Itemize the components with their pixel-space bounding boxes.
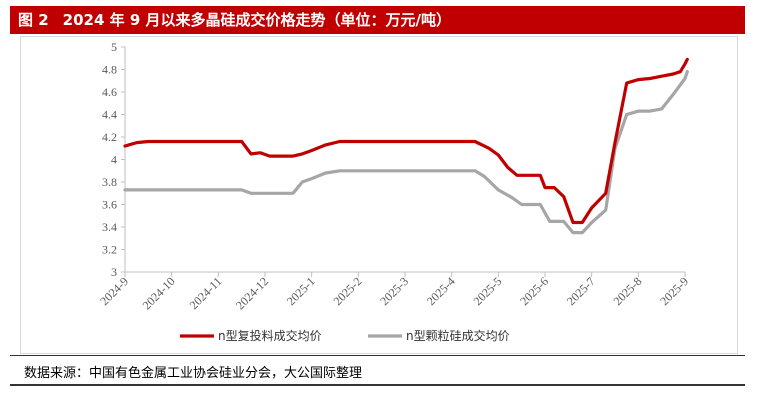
x-tick-label: 2025-8 — [611, 274, 645, 308]
y-tick-label: 3.8 — [102, 175, 117, 189]
source-note: 数据来源：中国有色金属工业协会硅业分会，大公国际整理 — [24, 366, 363, 381]
y-tick-label: 4.6 — [102, 85, 117, 99]
y-tick-label: 4 — [111, 153, 117, 167]
y-tick-label: 4.4 — [102, 108, 117, 122]
x-tick-label: 2025-9 — [657, 274, 691, 308]
series-line-2 — [123, 70, 689, 235]
legend-label-1: n型复投料成交均价 — [218, 328, 322, 343]
source-divider-top — [10, 355, 745, 356]
y-tick-label: 3.2 — [102, 243, 117, 257]
figure-title-bar: 图 2 2024 年 9 月以来多晶硅成交价格走势（单位：万元/吨） — [10, 6, 745, 34]
x-tick-label: 2024-10 — [140, 274, 178, 312]
chart-frame — [20, 36, 738, 354]
y-tick-label: 3.6 — [102, 198, 117, 212]
chart-legend: n型复投料成交均价 n型颗粒硅成交均价 — [180, 328, 510, 343]
y-tick-label: 3.4 — [102, 220, 117, 234]
x-tick-label: 2025-1 — [284, 274, 318, 308]
x-tick-label: 2025-3 — [377, 274, 411, 308]
x-tick-label: 2025-2 — [331, 274, 365, 308]
chart-lines — [123, 57, 689, 235]
figure-title: 2024 年 9 月以来多晶硅成交价格走势（单位：万元/吨） — [62, 11, 452, 29]
x-tick-label: 2025-4 — [424, 274, 458, 308]
x-tick-label: 2025-7 — [564, 274, 598, 308]
y-tick-label: 5 — [111, 40, 117, 54]
figure-label: 图 2 — [18, 11, 49, 29]
chart-axes: 3 3.2 3.4 3.6 3.8 4 4.2 4.4 4.6 4.8 5 2024-9 2024-10… — [97, 40, 691, 312]
source-divider-bottom — [10, 384, 745, 386]
legend-label-2: n型颗粒硅成交均价 — [406, 328, 510, 343]
x-tick-label: 2025-5 — [471, 274, 505, 308]
x-tick-label: 2024-12 — [233, 274, 271, 312]
x-tick-label: 2024-9 — [97, 274, 131, 308]
y-tick-label: 3 — [111, 265, 117, 279]
y-tick-label: 4.2 — [102, 130, 117, 144]
series-line-1 — [123, 57, 689, 225]
x-tick-label: 2024-11 — [187, 274, 225, 312]
x-tick-label: 2025-6 — [517, 274, 551, 308]
y-tick-label: 4.8 — [102, 63, 117, 77]
